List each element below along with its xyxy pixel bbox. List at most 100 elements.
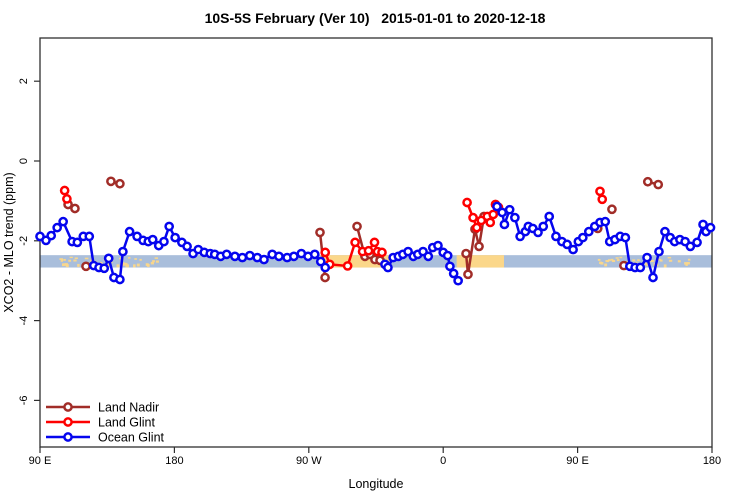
y-tick-label: -6 xyxy=(18,396,30,406)
data-point xyxy=(445,261,455,272)
data-point xyxy=(237,252,248,263)
data-point xyxy=(383,262,393,273)
data-point xyxy=(124,226,135,237)
data-point xyxy=(423,251,434,262)
legend-label: Land Nadir xyxy=(98,400,159,414)
data-point xyxy=(52,222,63,233)
data-point xyxy=(453,275,463,286)
data-point xyxy=(244,250,255,261)
data-point xyxy=(474,241,484,252)
data-point xyxy=(485,217,496,228)
data-point xyxy=(182,241,192,252)
data-point xyxy=(488,209,499,220)
y-tick-label: -2 xyxy=(18,236,30,246)
data-point xyxy=(533,227,543,238)
data-point xyxy=(705,222,716,233)
x-tick-label: 90 E xyxy=(566,455,589,467)
data-point xyxy=(58,216,68,227)
y-tick-label: 2 xyxy=(18,78,30,84)
x-tick-label: 180 xyxy=(165,455,183,467)
legend-marker xyxy=(63,432,73,442)
data-point xyxy=(230,251,240,262)
legend-label: Land Glint xyxy=(98,415,156,429)
data-point xyxy=(221,249,232,260)
data-point xyxy=(320,247,331,258)
data-point xyxy=(315,227,325,238)
data-point xyxy=(115,178,125,189)
data-point xyxy=(147,234,158,245)
series-ocean-glint xyxy=(35,201,716,286)
x-tick-label: 90 W xyxy=(296,455,322,467)
data-point xyxy=(595,186,605,197)
x-tick-label: 90 E xyxy=(29,455,52,467)
x-tick-label: 0 xyxy=(440,455,446,467)
data-point xyxy=(653,179,664,190)
data-point xyxy=(600,216,611,227)
y-axis: 2 0 -2 -4 -6 XCO2 - MLO trend (ppm) xyxy=(2,78,40,405)
data-point xyxy=(442,250,453,261)
data-point xyxy=(642,176,653,187)
data-point xyxy=(607,204,617,215)
x-axis: 90 E 180 90 W 0 90 E 180 Longitude xyxy=(29,447,721,491)
data-point xyxy=(497,207,508,218)
data-point xyxy=(118,246,128,257)
data-point xyxy=(46,230,57,241)
data-point xyxy=(642,252,652,263)
data-point xyxy=(471,222,482,233)
data-point xyxy=(62,194,72,204)
data-point xyxy=(59,185,70,196)
data-point xyxy=(648,272,658,283)
data-point xyxy=(106,176,116,187)
data-point xyxy=(433,240,443,251)
data-point xyxy=(369,237,380,248)
data-point xyxy=(103,253,114,264)
data-point xyxy=(448,268,459,279)
data-point xyxy=(597,194,608,205)
data-point xyxy=(315,256,326,267)
chart-title: 10S-5S February (Ver 10) 2015-01-01 to 2… xyxy=(204,10,546,26)
data-point xyxy=(309,249,320,260)
data-point xyxy=(463,269,473,280)
data-point xyxy=(468,212,478,223)
data-point xyxy=(635,262,646,273)
data-point xyxy=(654,246,664,257)
data-point xyxy=(510,212,520,223)
data-point xyxy=(259,254,269,265)
data-point xyxy=(274,251,284,262)
x-axis-title: Longitude xyxy=(349,477,404,491)
data-point xyxy=(692,237,702,248)
legend-marker xyxy=(63,402,73,412)
y-axis-title: XCO2 - MLO trend (ppm) xyxy=(2,172,16,312)
data-point xyxy=(159,236,169,247)
data-point xyxy=(568,244,578,255)
data-point xyxy=(320,262,331,273)
data-point xyxy=(620,232,631,243)
data-point xyxy=(461,248,471,259)
data-point xyxy=(170,232,180,243)
data-point xyxy=(544,211,555,222)
data-point xyxy=(538,221,549,232)
legend-label: Ocean Glint xyxy=(98,430,165,444)
data-point xyxy=(504,204,515,215)
y-tick-label: -4 xyxy=(18,316,30,326)
data-point xyxy=(685,241,696,252)
data-point xyxy=(70,203,80,214)
y-tick-label: 0 xyxy=(18,158,30,164)
data-point xyxy=(81,261,91,272)
data-point xyxy=(492,201,502,212)
data-point xyxy=(342,261,353,271)
data-point xyxy=(577,232,588,243)
data-point xyxy=(499,219,510,230)
data-point xyxy=(562,239,572,250)
data-point xyxy=(320,272,330,283)
data-point xyxy=(462,197,472,208)
data-point xyxy=(377,247,387,258)
data-point xyxy=(363,245,374,256)
data-point xyxy=(289,251,299,262)
legend-marker xyxy=(63,417,73,427)
data-point xyxy=(551,231,561,242)
data-point xyxy=(352,221,362,232)
